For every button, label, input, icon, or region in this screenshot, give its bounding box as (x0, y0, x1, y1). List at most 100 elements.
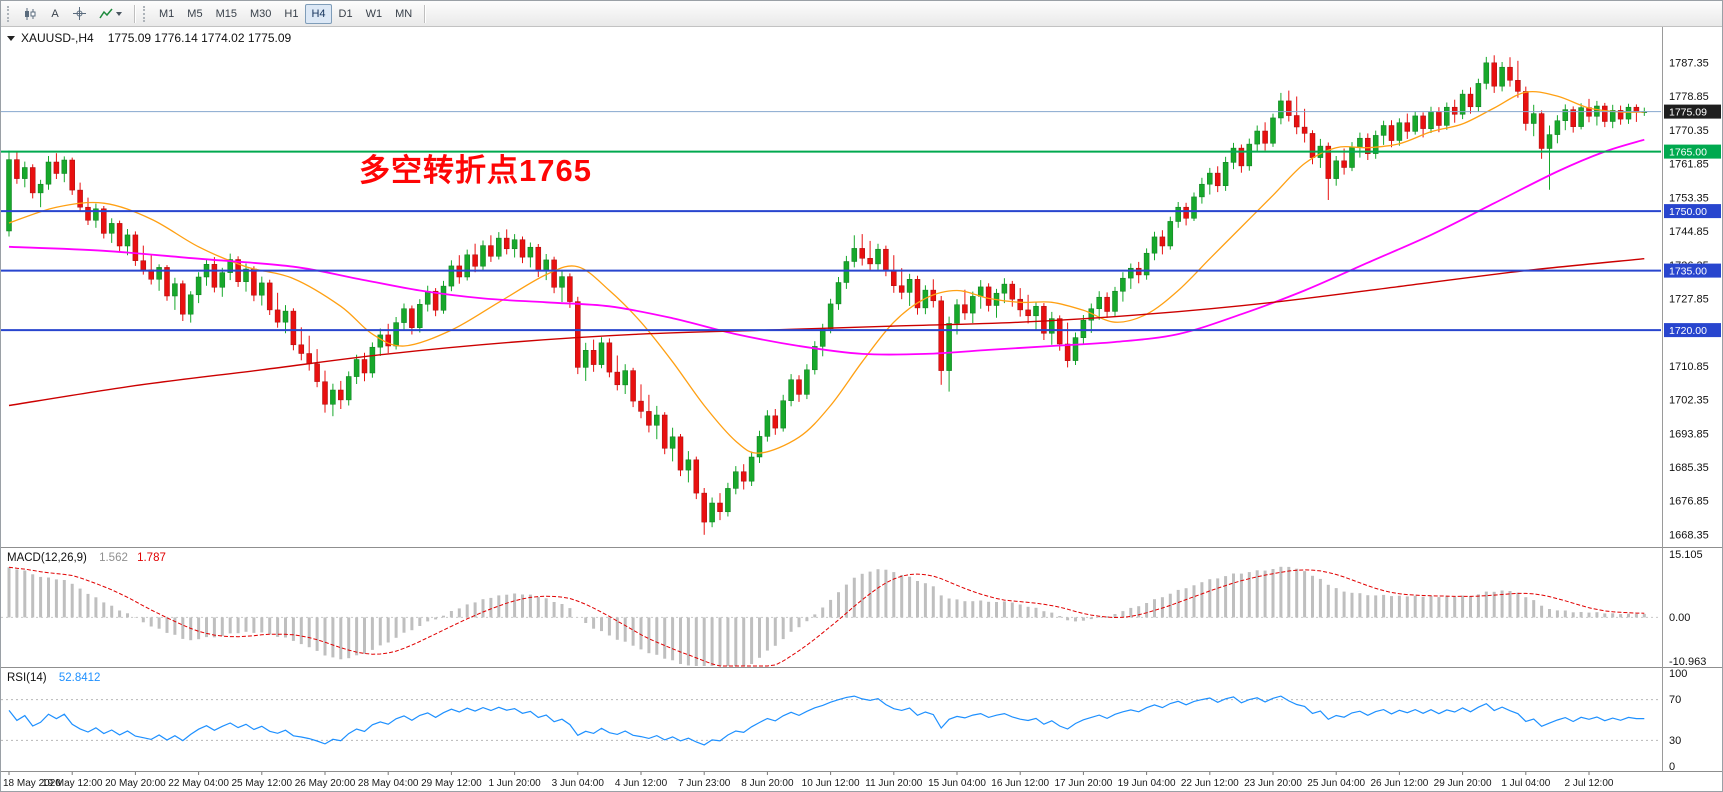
candle-body (1128, 267, 1134, 279)
toolbar-grip[interactable] (7, 5, 12, 22)
chart-background (1, 27, 1722, 791)
candle-body (282, 310, 289, 323)
timeframe-w1-button[interactable]: W1 (365, 7, 383, 20)
candlestick-chart-icon (25, 7, 36, 20)
crosshair-icon (73, 7, 86, 20)
chart-annotation-text[interactable]: 多空转折点1765 (359, 153, 592, 188)
price-axis-label: 1676.85 (1669, 496, 1709, 508)
candle-body (543, 259, 549, 271)
timeframe-m5-button[interactable]: M5 (187, 7, 203, 20)
candle-body (1538, 113, 1545, 149)
timeframe-h1-button[interactable]: H1 (284, 7, 299, 20)
macd-pane-label: MACD(12,26,9) 1.562 1.787 (7, 552, 166, 564)
candle-body (819, 328, 826, 347)
time-axis-label: 15 Jun 04:00 (928, 778, 986, 789)
timeframe-m30-button[interactable]: M30 (249, 7, 272, 20)
candle-body (527, 246, 534, 258)
candle-body (1380, 125, 1387, 136)
candle-body (472, 254, 478, 267)
candle-body (432, 290, 439, 311)
time-axis-label: 22 May 04:00 (168, 778, 229, 789)
candle-body (1120, 277, 1126, 292)
chart-mode-button[interactable] (17, 4, 43, 24)
candle-body (172, 283, 178, 297)
candle-body (630, 370, 636, 402)
candle-body (677, 436, 684, 471)
rsi-axis-label: 100 (1669, 668, 1687, 680)
ma-slow-red-line (8, 258, 1645, 407)
price-axis[interactable]: 1787.35 1778.85 1770.35 1761.85 1753.35 1744.… (1664, 58, 1721, 542)
candle-body (606, 342, 613, 373)
candle-body (962, 304, 968, 314)
rsi-pane-label: RSI(14) 52.8412 (7, 672, 100, 684)
rsi-value: 52.8412 (58, 672, 101, 684)
candle-body (1467, 93, 1474, 108)
time-axis-label: 26 Jun 12:00 (1370, 778, 1428, 789)
candle-body (875, 248, 881, 265)
chart-title: XAUUSD-,H4 1775.09 1776.14 1774.02 1775.… (7, 31, 291, 45)
price-tag (1664, 144, 1721, 159)
timeframe-m1-button[interactable]: M1 (159, 7, 175, 20)
candle-body (1491, 62, 1497, 87)
toolbar-grip[interactable] (143, 5, 148, 22)
time-axis-label: 11 Jun 20:00 (865, 778, 923, 789)
timeframe-d1-button[interactable]: D1 (338, 7, 353, 20)
ohlc-values: 1775.09 1776.14 1774.02 1775.09 (107, 31, 292, 45)
candle-body (1325, 145, 1332, 179)
text-annotation-tool-button[interactable]: A (44, 4, 66, 24)
candle-body (970, 296, 976, 314)
candle-body (266, 282, 273, 311)
time-axis-label: 26 May 20:00 (295, 778, 356, 789)
time-axis-label: 7 Jun 23:00 (678, 778, 731, 789)
candle-body (669, 436, 676, 449)
candle-body (1365, 137, 1371, 154)
candle-body (575, 301, 581, 368)
candle-body (211, 264, 218, 288)
candle-body (345, 376, 352, 401)
candle-body (1515, 80, 1521, 92)
candle-body (567, 276, 573, 302)
candle-body (361, 359, 368, 374)
candle-body (551, 259, 557, 288)
indicators-dropdown-button[interactable] (93, 4, 128, 24)
candle-body (891, 269, 897, 286)
candle-body (496, 237, 502, 257)
time-axis-label: 10 Jun 12:00 (802, 778, 860, 789)
timeframe-h4-button[interactable]: H4 (305, 3, 332, 24)
candle-body (424, 290, 431, 305)
candle-body (582, 350, 589, 368)
price-axis-label: 1727.85 (1669, 294, 1709, 306)
candle-body (401, 308, 407, 323)
candle-body (1056, 318, 1063, 345)
candle-body (219, 272, 226, 288)
candle-body (1617, 110, 1624, 120)
candle-body (480, 245, 486, 267)
candle-body (693, 459, 700, 494)
candle-body (338, 389, 344, 401)
candle-body (883, 248, 889, 271)
price-axis-label: 1761.85 (1669, 159, 1709, 171)
rsi-axis-label: 30 (1669, 735, 1681, 747)
ma-mid-magenta-line (8, 138, 1645, 356)
candle-body (740, 471, 747, 482)
candle-body (1404, 122, 1411, 132)
chart-canvas[interactable]: 1787.35 1778.85 1770.35 1761.85 1753.35 1744.… (1, 27, 1723, 792)
timeframe-mn-button[interactable]: MN (395, 7, 413, 20)
candle-body (1436, 111, 1442, 126)
candle-body (1286, 100, 1292, 116)
time-axis-label: 1 Jun 20:00 (488, 778, 541, 789)
timeframe-m15-button[interactable]: M15 (215, 7, 237, 20)
crosshair-tool-button[interactable] (67, 4, 92, 24)
candle-body (1207, 172, 1213, 185)
price-axis-label: 1770.35 (1669, 125, 1709, 137)
collapse-indicator-icon[interactable] (7, 35, 15, 41)
price-tag-label: 1735.00 (1669, 266, 1707, 278)
time-axis-label: 29 Jun 20:00 (1434, 778, 1492, 789)
candle-body (116, 223, 123, 247)
price-tag (1664, 263, 1721, 278)
price-axis-label: 1710.85 (1669, 361, 1709, 373)
candle-body (93, 208, 99, 221)
candle-body (306, 353, 312, 365)
candle-body (725, 488, 731, 513)
